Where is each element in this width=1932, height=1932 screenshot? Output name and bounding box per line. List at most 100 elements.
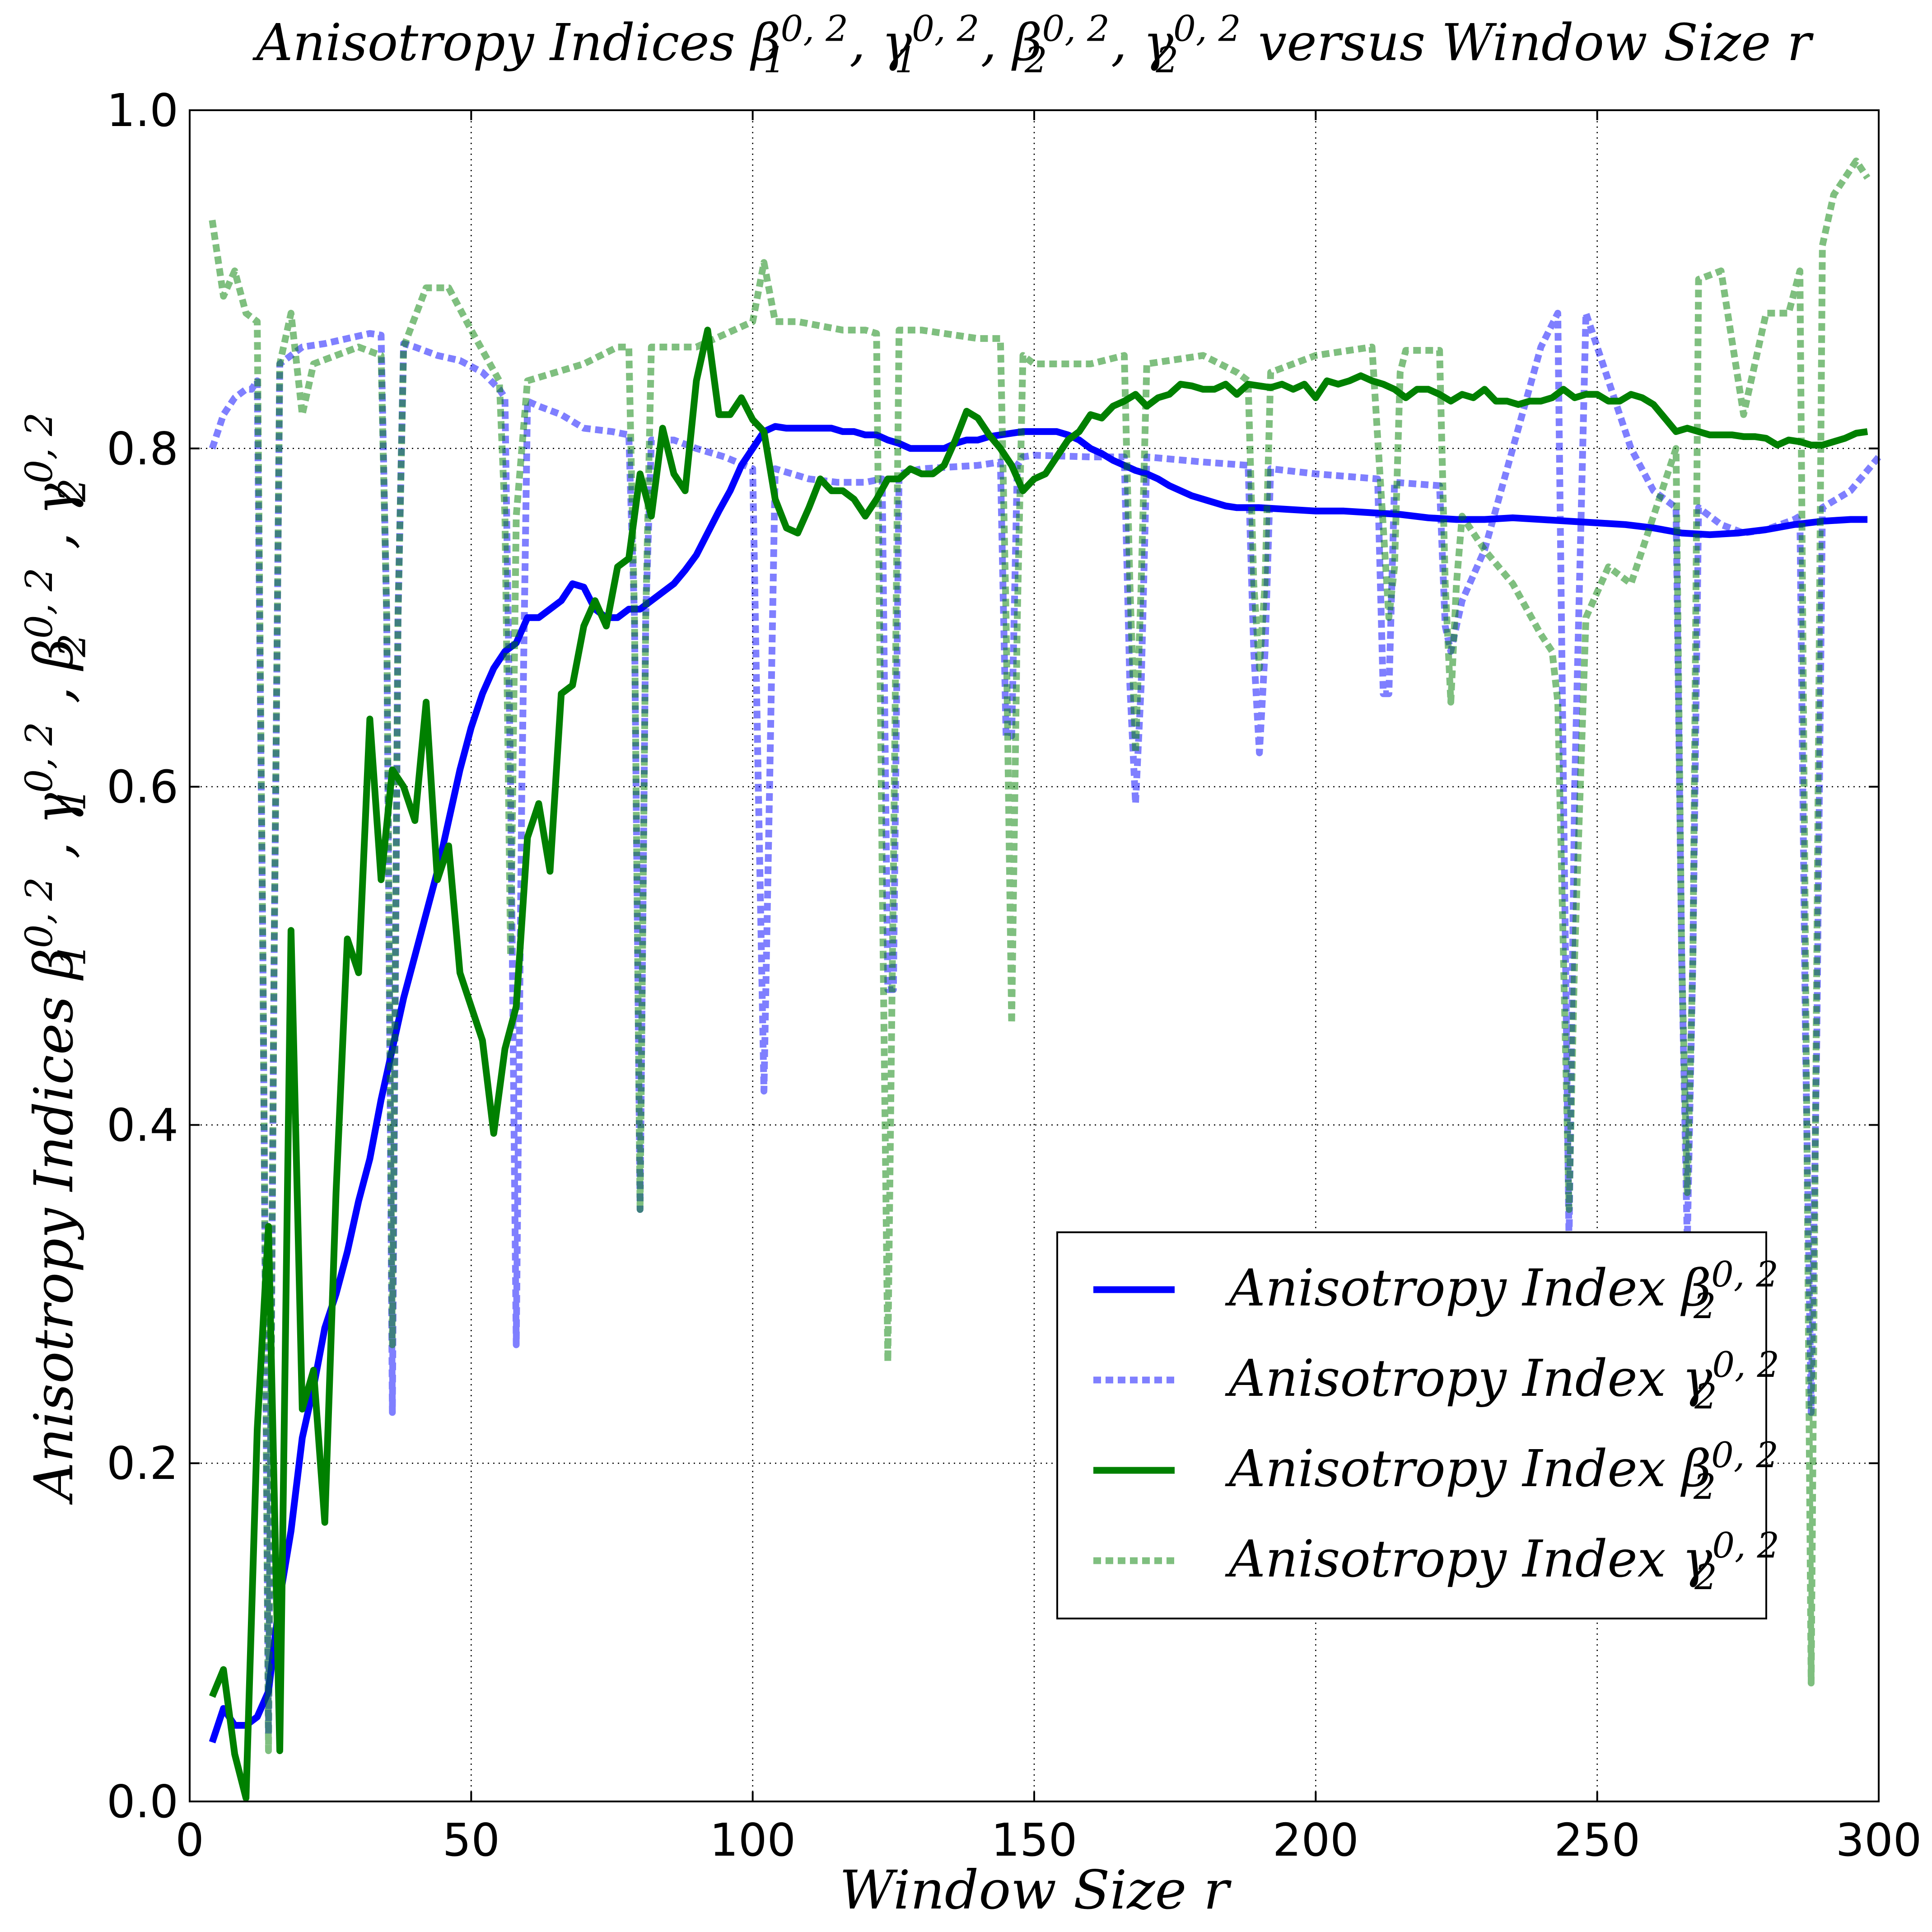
subscript: 2 (1155, 40, 1178, 81)
series-point-3 (1439, 350, 1440, 351)
label-part: γ (882, 14, 912, 72)
series-point-3 (1270, 372, 1271, 373)
series-point-3 (1608, 566, 1609, 567)
label-part: Anisotropy Indices (252, 14, 751, 72)
legend-name: Anisotropy Index γ (1225, 1349, 1713, 1408)
y-axis-label: Anisotropy Indices β0, 21​ , γ0, 21​ , β… (18, 412, 94, 1505)
y-tick-label: 0.4 (107, 1099, 178, 1151)
superscript: 0, 2 (18, 722, 61, 793)
label-part: γ (23, 793, 85, 825)
label-part: , (1111, 14, 1143, 72)
superscript: 0, 2 (1173, 8, 1241, 49)
series-point-3 (555, 372, 556, 373)
series-point-2 (1619, 401, 1620, 402)
series-point-0 (1484, 519, 1485, 520)
legend-name: Anisotropy Index β (1225, 1259, 1711, 1318)
legend-name: Anisotropy Index γ (1225, 1530, 1713, 1589)
series-point-2 (1743, 436, 1744, 437)
superscript: 0, 2 (781, 8, 849, 49)
label-part: Anisotropy Indices (23, 979, 85, 1505)
label-part: β (23, 948, 85, 981)
series-point-2 (1439, 394, 1440, 395)
superscript: 0, 2 (18, 877, 61, 948)
series-point-3 (1822, 245, 1823, 246)
series-point-3 (1743, 414, 1744, 415)
legend-sup: 0, 2 (1711, 1435, 1778, 1476)
series-point-0 (685, 570, 686, 571)
series-point-2 (1518, 404, 1519, 405)
y-tick-label: 0.2 (107, 1437, 178, 1490)
legend-name: Anisotropy Index β (1225, 1440, 1711, 1498)
legend-sup: 0, 2 (1712, 1525, 1779, 1566)
y-axis: 0.0 0.2 0.4 0.6 0.8 1.0 (107, 84, 1879, 1828)
subscript: 2 (51, 633, 94, 658)
superscript: 0, 2 (18, 567, 61, 639)
series-layer (209, 157, 1881, 1801)
series-point-0 (234, 1725, 235, 1726)
x-axis-label: Window Size r (840, 1859, 1232, 1921)
x-tick-label: 100 (709, 1814, 796, 1867)
subscript: 1 (51, 787, 94, 811)
x-tick-label: 250 (1554, 1814, 1640, 1867)
subscript: 1 (51, 943, 94, 967)
legend-sup: 0, 2 (1711, 1254, 1778, 1295)
series-point-2 (1124, 401, 1125, 402)
y-tick-label: 0.8 (107, 422, 178, 475)
series-point-2 (1867, 431, 1868, 432)
series-point-0 (1850, 519, 1851, 520)
series-point-3 (634, 617, 635, 618)
series-point-1 (887, 989, 888, 990)
series-point-0 (1090, 448, 1091, 449)
series-point-0 (752, 448, 753, 449)
series-point-2 (1135, 394, 1136, 395)
x-tick-label: 200 (1273, 1814, 1359, 1867)
series-point-0 (1056, 431, 1057, 432)
legend-sub: 2 (1694, 1557, 1717, 1598)
series-point-2 (1653, 404, 1654, 405)
series-point-2 (313, 1370, 314, 1371)
series-point-0 (1034, 431, 1035, 432)
series-point-2 (1608, 401, 1609, 402)
x-tick-label: 50 (443, 1814, 500, 1867)
series-point-2 (1090, 414, 1091, 415)
series-point-3 (1203, 355, 1204, 356)
series-point-3 (876, 333, 877, 334)
x-axis: 0 50 100 150 200 250 300 (175, 110, 1922, 1867)
series-point-1 (510, 786, 511, 787)
series-point-0 (1794, 524, 1795, 525)
series-point-2 (268, 1226, 269, 1227)
label-part: , (23, 825, 85, 876)
label-part: β (1011, 14, 1042, 72)
y-tick-label: 0.0 (107, 1775, 178, 1828)
label-part: γ (23, 483, 85, 515)
series-point-2 (876, 499, 877, 500)
superscript: 0, 2 (1042, 8, 1110, 49)
series-point-1 (921, 468, 922, 469)
x-tick-label: 300 (1836, 1814, 1922, 1867)
series-line-3 (209, 157, 1871, 1754)
series-point-2 (1169, 394, 1170, 395)
series-point-0 (1456, 519, 1457, 520)
series-point-1 (1794, 519, 1795, 520)
label-part: versus Window Size r (1242, 14, 1814, 72)
series-point-1 (347, 338, 348, 339)
series-point-2 (572, 685, 573, 686)
series-point-0 (1867, 519, 1868, 520)
subscript: 2 (1024, 40, 1047, 81)
series-point-2 (1856, 433, 1857, 434)
series-point-3 (1124, 355, 1125, 356)
series-point-0 (538, 617, 539, 618)
legend-box (1056, 1231, 1767, 1619)
series-point-1 (538, 406, 539, 407)
series-point-1 (752, 468, 753, 469)
series-point-0 (1135, 470, 1136, 471)
label-part: , (849, 14, 882, 72)
series-point-3 (1000, 338, 1001, 339)
series-point-1 (1816, 1040, 1817, 1041)
subscript: 1 (763, 40, 786, 81)
